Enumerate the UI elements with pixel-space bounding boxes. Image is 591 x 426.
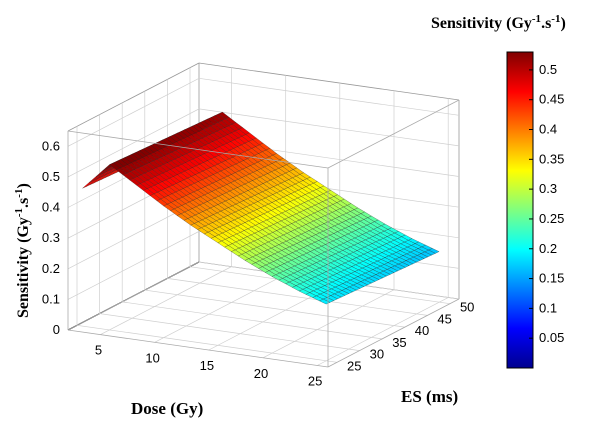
colorbar	[506, 51, 534, 369]
x-tick-label: 10	[145, 350, 159, 365]
z-tick-label: 0.5	[42, 169, 60, 184]
x-gridline	[262, 90, 395, 359]
z-gridline	[67, 77, 460, 147]
x-tick-label: 20	[254, 366, 268, 381]
y-tick-label: 30	[370, 347, 384, 362]
y-tick-label: 35	[392, 335, 406, 350]
colorbar-tick-label: 0.5	[539, 62, 557, 77]
z-gridline	[67, 108, 460, 178]
y-tick-label: 40	[415, 323, 429, 338]
colorbar-tick-label: 0.4	[539, 122, 557, 137]
box-edge	[327, 99, 460, 169]
colorbar-tick-label: 0.05	[539, 330, 564, 345]
x-tick-label: 15	[200, 358, 214, 373]
z-tick-label: 0.3	[42, 230, 60, 245]
colorbar-title: Sensitivity (Gy-1.s-1)	[431, 13, 566, 32]
box-edge	[327, 298, 460, 368]
y-gridline	[99, 114, 360, 351]
axes-box-front	[67, 99, 460, 368]
x-axis-label: Dose (Gy)	[131, 399, 203, 418]
z-tick-label: 0.4	[42, 200, 60, 215]
colorbar-tick-label: 0.15	[539, 271, 564, 286]
surface-patch	[82, 180, 94, 189]
colorbar-tick-label: 0.25	[539, 211, 564, 226]
surface-patch	[318, 298, 331, 305]
x-gridline	[317, 98, 449, 366]
colorbar-tick-label: 0.3	[539, 181, 557, 196]
box-edge	[67, 130, 329, 169]
box-edge	[198, 62, 460, 101]
surface-mesh	[82, 111, 440, 305]
x-tick-label: 5	[95, 343, 102, 358]
y-tick-label: 45	[437, 311, 451, 326]
z-tick-label: 0	[53, 322, 60, 337]
z-axis-label: Sensitivity (Gy-1.s-1)	[13, 183, 32, 318]
colorbar-ticks: 0.05 0.1 0.15 0.2 0.25 0.3 0.35 0.4 0.45 0.5	[529, 62, 564, 345]
y-axis-label: ES (ms)	[401, 387, 458, 406]
colorbar-tick-label: 0.35	[539, 151, 564, 166]
box-edge	[67, 62, 200, 132]
z-tick-label: 0.6	[42, 138, 60, 153]
y-tick-label: 25	[347, 358, 361, 373]
colorbar-tick-label: 0.2	[539, 241, 557, 256]
axis-ticks: 0 0.1 0.2 0.3 0.4 0.5 0.6 5 10 15 20 25 25 30 35 40 45 50	[42, 138, 475, 388]
y-gridline	[76, 126, 338, 363]
box-edge	[67, 329, 329, 368]
z-tick-label: 0.2	[42, 261, 60, 276]
surface-patch	[86, 178, 97, 187]
z-gridline	[67, 261, 460, 331]
z-tick-label: 0.1	[42, 291, 60, 306]
x-tick-label: 25	[308, 373, 322, 388]
y-tick-label: 50	[460, 300, 474, 315]
colorbar-tick-label: 0.45	[539, 92, 564, 107]
colorbar-tick-label: 0.1	[539, 300, 557, 315]
